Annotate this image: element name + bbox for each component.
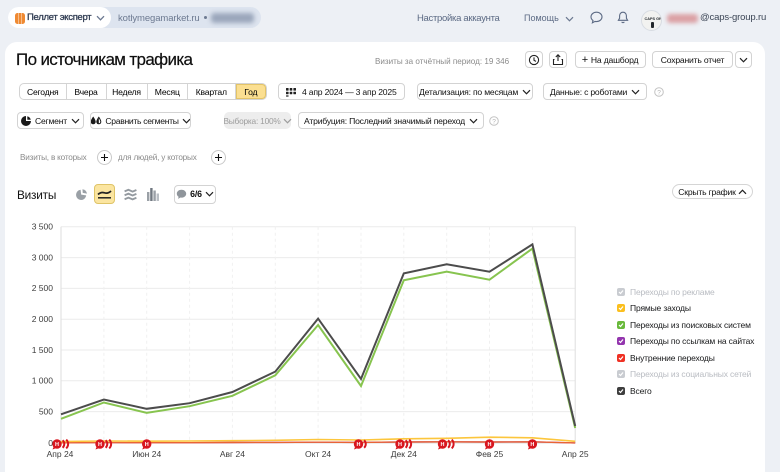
svg-text:Апр 24: Апр 24	[47, 449, 74, 459]
svg-text:Н: Н	[98, 442, 102, 448]
svg-text:Н: Н	[530, 442, 534, 448]
svg-text:Фев 25: Фев 25	[476, 449, 504, 459]
svg-text:Апр 25: Апр 25	[562, 449, 589, 459]
svg-text:Авг 24: Авг 24	[220, 449, 245, 459]
svg-text:1 000: 1 000	[32, 376, 54, 386]
svg-text:?: ?	[492, 118, 496, 125]
svg-text:Дек 24: Дек 24	[391, 449, 417, 459]
svg-text:3 500: 3 500	[32, 222, 54, 232]
svg-text:Н: Н	[441, 442, 445, 448]
svg-text:Июн 24: Июн 24	[132, 449, 161, 459]
svg-text:Н: Н	[55, 442, 59, 448]
svg-text:1 500: 1 500	[32, 345, 54, 355]
svg-text:Н: Н	[398, 442, 402, 448]
svg-text:2 000: 2 000	[32, 314, 54, 324]
svg-text:Окт 24: Окт 24	[305, 449, 331, 459]
svg-text:Н: Н	[145, 442, 149, 448]
svg-text:2 500: 2 500	[32, 283, 54, 293]
svg-text:?: ?	[657, 89, 661, 96]
svg-text:0: 0	[48, 438, 53, 448]
svg-text:3 000: 3 000	[32, 252, 54, 262]
svg-text:Н: Н	[488, 442, 492, 448]
svg-text:500: 500	[39, 406, 53, 416]
svg-text:Н: Н	[357, 442, 361, 448]
